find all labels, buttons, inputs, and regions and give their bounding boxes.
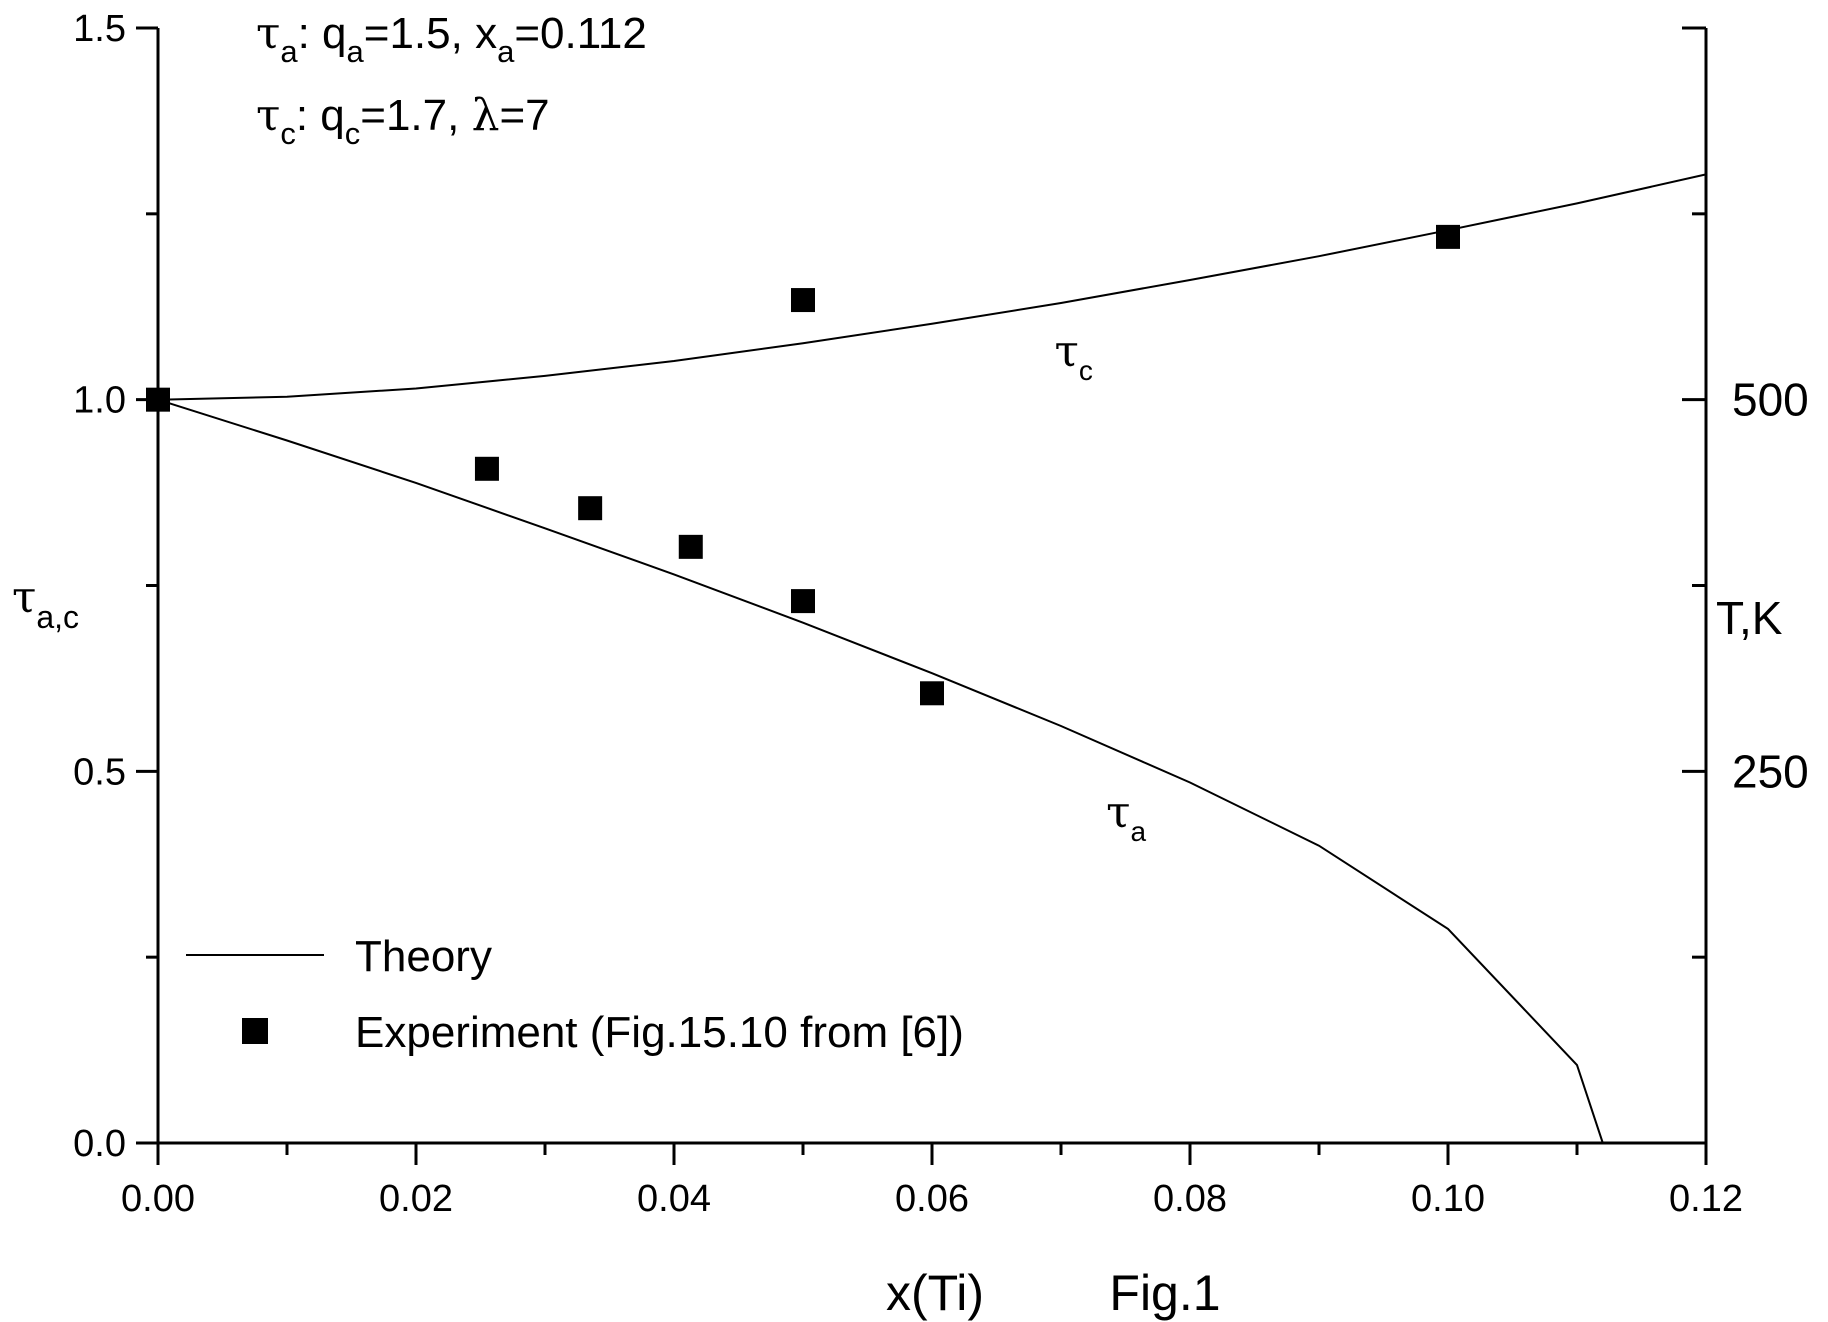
experiment-point: [474, 456, 499, 481]
legend-entry-label: Experiment (Fig.15.10 from [6]): [355, 1008, 964, 1057]
ticks: 0.00 0.02 0.04 0.06 0.08 0.10 0.12 0.0 0.5 1.0 1.5…: [73, 8, 1809, 1220]
legend-entry-label: Theory: [355, 932, 492, 981]
y-axis-title: τa,c: [12, 572, 79, 635]
experiment-point: [146, 387, 170, 412]
legend: Theory Experiment (Fig.15.10 from [6]): [186, 932, 964, 1057]
parameter-annotation: τa: qa=1.5, xa=0.112: [256, 8, 647, 69]
x-tick-label: 0.00: [121, 1178, 195, 1220]
x-tick-label: 0.12: [1669, 1178, 1743, 1220]
curve-label-tau-a: τa: [1106, 787, 1146, 847]
x-tick-label: 0.02: [379, 1178, 453, 1220]
experiment-point: [920, 681, 944, 706]
experiment-point: [678, 534, 703, 559]
parameter-annotation: τc: qc=1.7, λ=7: [256, 90, 550, 151]
x-tick-label: 0.10: [1411, 1178, 1485, 1220]
legend-square-marker: [242, 1018, 268, 1044]
theory-curve-tau-a: [157, 398, 1604, 1144]
right-axis-title: T,K: [1716, 592, 1783, 644]
y-tick-label: 1.5: [73, 8, 126, 50]
x-tick-label: 0.06: [895, 1178, 969, 1220]
experiment-point: [791, 589, 815, 614]
theory-curve-tau-c: [157, 173, 1707, 401]
experiment-point: [1436, 224, 1460, 249]
y-tick-label: 0.0: [73, 1123, 126, 1165]
y-tick-label: 0.5: [73, 751, 126, 793]
right-tick-label: 250: [1732, 745, 1809, 797]
theory-curves: [157, 173, 1707, 1144]
right-tick-label: 500: [1732, 374, 1809, 426]
text-labels: τa: qa=1.5, xa=0.112 τc: qc=1.7, λ=7 τc τa τ…: [12, 8, 1783, 1321]
experiment-point: [578, 496, 603, 521]
x-tick-label: 0.04: [637, 1178, 711, 1220]
figure-label: Fig.1: [1109, 1265, 1220, 1321]
curve-label-tau-c: τc: [1055, 326, 1093, 386]
experiment-point: [791, 288, 815, 313]
y-tick-label: 1.0: [73, 380, 126, 422]
x-axis-title: x(Ti): [886, 1265, 984, 1321]
experiment-points: [146, 224, 1460, 706]
x-tick-label: 0.08: [1153, 1178, 1227, 1220]
